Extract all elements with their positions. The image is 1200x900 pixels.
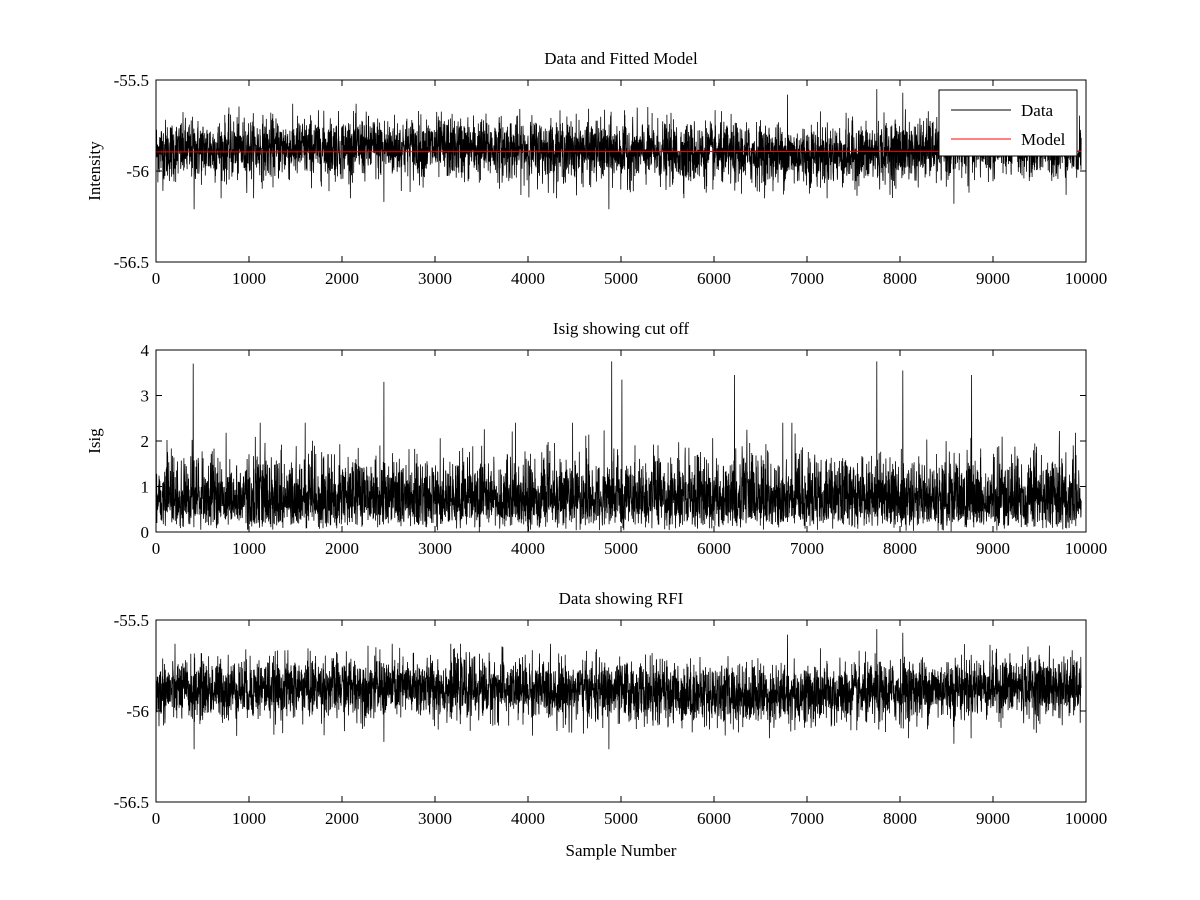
x-tick-label: 5000 [604,809,638,828]
x-tick-label: 7000 [790,539,824,558]
x-tick-label: 3000 [418,809,452,828]
x-tick-label: 3000 [418,539,452,558]
x-tick-label: 2000 [325,539,359,558]
x-tick-label: 6000 [697,269,731,288]
x-tick-label: 9000 [976,809,1010,828]
y-tick-label: -56 [126,702,149,721]
x-tick-label: 1000 [232,539,266,558]
x-tick-label: 5000 [604,539,638,558]
x-tick-label: 2000 [325,269,359,288]
x-tick-label: 2000 [325,809,359,828]
y-tick-label: 2 [141,432,150,451]
x-tick-label: 7000 [790,269,824,288]
x-axis-label: Sample Number [566,841,677,860]
x-tick-label: 8000 [883,539,917,558]
x-tick-label: 10000 [1065,539,1108,558]
x-tick-label: 8000 [883,809,917,828]
x-tick-label: 0 [152,539,161,558]
y-tick-label: -55.5 [114,611,149,630]
y-tick-label: -56.5 [114,793,149,812]
y-tick-label: 0 [141,523,150,542]
x-tick-label: 3000 [418,269,452,288]
legend-label-data: Data [1021,101,1054,120]
x-tick-label: 4000 [511,809,545,828]
y-tick-label: -56.5 [114,253,149,272]
series-line-data [155,89,1082,210]
y-tick-label: 4 [141,341,150,360]
series-line-model [155,150,1082,153]
series-line-signal [155,361,1082,532]
signal-layer [155,89,1082,750]
legend: Data Model [938,89,1078,157]
y-tick-label: 3 [141,387,150,406]
chart-title: Data showing RFI [559,589,684,608]
x-tick-label: 4000 [511,269,545,288]
x-tick-label: 4000 [511,539,545,558]
chart-title: Data and Fitted Model [544,49,698,68]
y-axis-label: Isig [85,428,104,454]
x-tick-label: 1000 [232,269,266,288]
x-tick-label: 1000 [232,809,266,828]
y-tick-label: -55.5 [114,71,149,90]
panel-2: Isig showing cut off 0 1000 2000 3000 4000 500… [85,319,1107,558]
chart-title: Isig showing cut off [553,319,689,338]
legend-box [938,89,1078,157]
x-tick-label: 5000 [604,269,638,288]
x-tick-label: 0 [152,809,161,828]
panel-3: Data showing RFI 0 1000 2000 3000 4000 5000 600… [114,589,1108,860]
y-axis-label: Intensity [85,141,104,201]
x-tick-label: 9000 [976,539,1010,558]
x-tick-label: 10000 [1065,269,1108,288]
x-tick-label: 6000 [697,809,731,828]
y-tick-label: -56 [126,162,149,181]
legend-label-model: Model [1021,130,1066,149]
x-tick-label: 6000 [697,539,731,558]
x-tick-label: 10000 [1065,809,1108,828]
x-tick-label: 8000 [883,269,917,288]
x-tick-label: 0 [152,269,161,288]
x-tick-label: 9000 [976,269,1010,288]
y-tick-label: 1 [141,478,150,497]
series-line-signal [155,629,1082,750]
panel-1: Data and Fitted Model 0 1000 2000 3000 4000 50… [85,49,1107,288]
x-tick-label: 7000 [790,809,824,828]
